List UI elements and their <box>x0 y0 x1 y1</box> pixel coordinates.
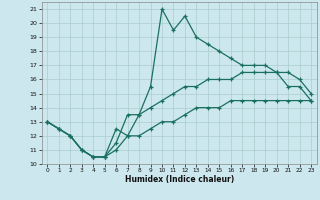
X-axis label: Humidex (Indice chaleur): Humidex (Indice chaleur) <box>124 175 234 184</box>
